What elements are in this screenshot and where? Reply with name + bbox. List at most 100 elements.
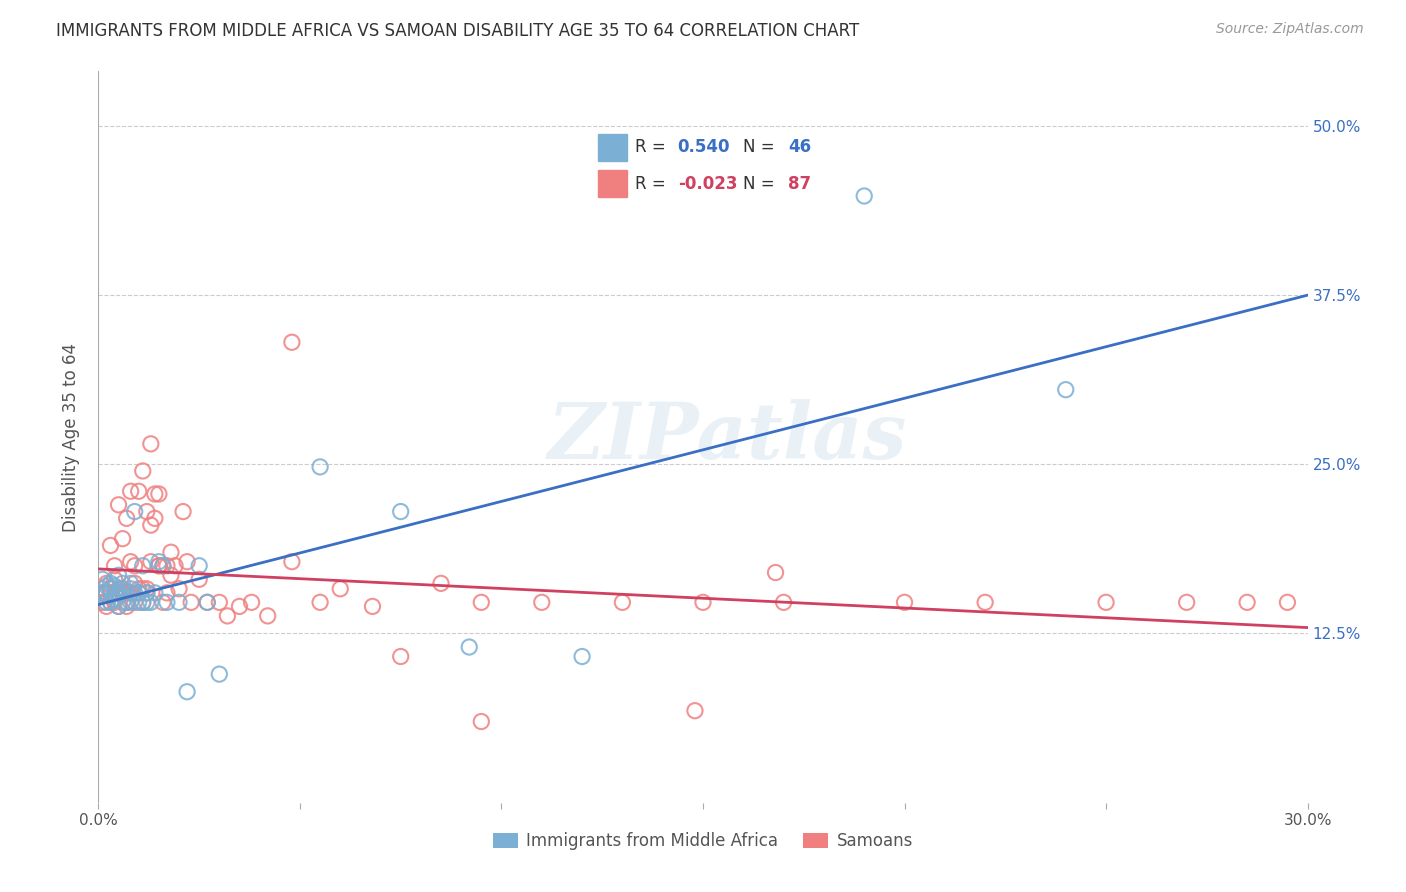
Legend: Immigrants from Middle Africa, Samoans: Immigrants from Middle Africa, Samoans [486,825,920,856]
Point [103,579,125,593]
Point [96,576,118,591]
Text: R =: R = [636,175,671,193]
Point [148,487,170,501]
Text: N =: N = [742,175,780,193]
Text: N =: N = [742,138,780,156]
Point [458,640,481,654]
Point [132,464,155,478]
Point [329,582,352,596]
Text: ZIPatlas: ZIPatlas [547,399,907,475]
Point [91,582,114,596]
Point [107,599,129,614]
Point [217,608,239,623]
Point [124,586,146,600]
Point [139,595,162,609]
Point [100,582,122,596]
Point [115,586,138,600]
Point [115,586,138,600]
Point [132,595,155,609]
Point [139,555,162,569]
Point [974,595,997,609]
Point [389,649,412,664]
Point [176,684,198,698]
Point [120,576,142,591]
Point [115,599,138,614]
Point [124,595,146,609]
Point [152,558,174,573]
Point [107,582,129,596]
Text: 46: 46 [789,138,811,156]
Point [100,595,122,609]
Point [853,189,876,203]
Point [160,545,183,559]
Point [107,586,129,600]
Point [180,595,202,609]
Point [135,505,157,519]
Point [91,595,114,609]
Point [163,558,186,573]
Point [148,555,170,569]
Point [156,595,179,609]
Point [111,576,134,591]
Point [103,586,125,600]
Point [91,586,114,600]
Point [135,595,157,609]
Point [772,595,794,609]
Point [143,586,166,600]
Point [1236,595,1258,609]
Point [120,484,142,499]
Point [103,572,125,586]
Point [139,437,162,451]
Point [111,532,134,546]
Y-axis label: Disability Age 35 to 64: Disability Age 35 to 64 [62,343,80,532]
Point [128,586,150,600]
Text: Source: ZipAtlas.com: Source: ZipAtlas.com [1216,22,1364,37]
Point [124,558,146,573]
Point [120,595,142,609]
Point [100,538,122,552]
Point [172,505,194,519]
Point [103,586,125,600]
Point [683,704,706,718]
Point [228,599,250,614]
Point [195,595,218,609]
Point [100,595,122,609]
Point [111,582,134,596]
Point [612,595,634,609]
Point [309,459,332,474]
Point [128,586,150,600]
Point [107,568,129,582]
Point [361,599,384,614]
Point [111,595,134,609]
Point [120,582,142,596]
Point [96,579,118,593]
Text: 87: 87 [789,175,811,193]
Point [1175,595,1198,609]
Point [389,505,412,519]
Point [100,576,122,591]
Point [195,595,218,609]
Point [893,595,915,609]
Bar [599,170,627,197]
Point [132,582,155,596]
Point [111,582,134,596]
Point [765,566,787,580]
Point [115,595,138,609]
Point [470,714,492,729]
Point [96,595,118,609]
Point [160,568,183,582]
Point [167,582,190,596]
Point [100,586,122,600]
Point [208,667,231,681]
Point [128,484,150,499]
Point [100,582,122,596]
Point [530,595,553,609]
Point [1054,383,1077,397]
Point [309,595,332,609]
Point [128,582,150,596]
Point [107,586,129,600]
Point [124,505,146,519]
Point [470,595,492,609]
Point [107,599,129,614]
Point [115,595,138,609]
